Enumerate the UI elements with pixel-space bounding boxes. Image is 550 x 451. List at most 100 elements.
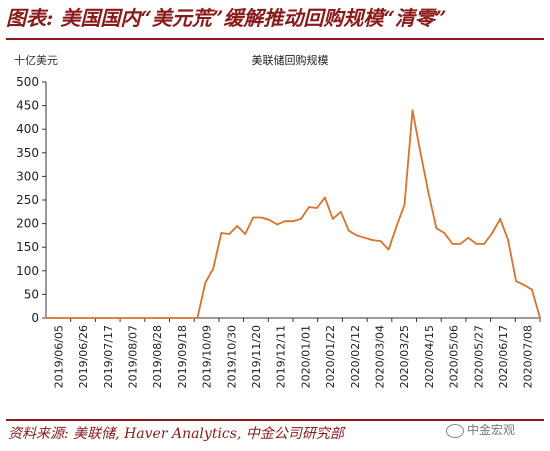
data-point [140, 317, 143, 319]
watermark-label: 中金宏观 [467, 423, 516, 437]
data-point [419, 151, 422, 154]
data-point [276, 223, 278, 226]
data-point [379, 240, 382, 243]
data-point [539, 317, 541, 319]
data-point [300, 218, 302, 220]
data-point [196, 317, 199, 319]
x-tick-label: 2020/03/04 [373, 325, 386, 388]
y-tick-label: 300 [16, 169, 39, 183]
watermark: 中金宏观 [446, 421, 515, 438]
data-point [324, 196, 326, 199]
x-tick-label: 2020/04/15 [423, 325, 436, 388]
title-divider [6, 38, 544, 40]
data-point [77, 317, 79, 319]
data-point [116, 317, 119, 319]
data-point [172, 317, 175, 319]
data-point [443, 232, 446, 234]
x-tick-label: 2020/05/06 [448, 325, 461, 388]
y-tick-label: 150 [16, 240, 39, 254]
y-tick-label: 50 [24, 287, 39, 301]
x-tick-label: 2019/12/11 [275, 325, 288, 388]
data-point [459, 243, 462, 245]
data-point [467, 236, 470, 239]
data-point [331, 218, 334, 220]
y-axis-unit-label: 十亿美元 [14, 53, 58, 67]
data-point [84, 317, 87, 319]
data-point [212, 267, 215, 270]
data-point [236, 225, 239, 227]
x-tick-label: 2019/08/07 [126, 325, 139, 388]
x-tick-label: 2019/10/30 [225, 325, 238, 388]
x-tick-label: 2019/07/17 [102, 325, 115, 388]
data-point [156, 317, 159, 319]
data-point [395, 225, 398, 227]
data-point [387, 248, 390, 251]
data-point [371, 239, 374, 242]
data-point [244, 233, 247, 235]
data-point [252, 216, 255, 219]
data-point [411, 109, 414, 112]
chart-title: 美联储回购规模 [252, 53, 329, 67]
x-tick-label: 2020/03/25 [398, 325, 411, 388]
data-point [132, 317, 135, 319]
y-tick-label: 350 [16, 146, 39, 160]
x-tick-label: 2020/01/22 [324, 325, 337, 388]
x-tick-label: 2019/10/09 [201, 325, 214, 388]
data-point [228, 233, 231, 235]
data-point [363, 236, 366, 239]
data-point [515, 280, 517, 283]
data-point [124, 317, 127, 319]
data-point [475, 243, 478, 245]
source-divider [6, 419, 544, 421]
source-note: 资料来源: 美联储, Haver Analytics, 中金公司研究部 [8, 426, 344, 442]
data-point [220, 232, 223, 234]
data-point [403, 203, 406, 206]
data-point [355, 234, 358, 237]
data-point [61, 317, 63, 319]
data-point [92, 317, 95, 319]
data-point [148, 317, 151, 319]
wechat-icon [446, 423, 464, 438]
x-tick-label: 2019/11/20 [250, 325, 263, 388]
data-point [292, 220, 294, 223]
x-tick-label: 2020/02/12 [349, 325, 362, 388]
x-tick-label: 2020/07/08 [522, 325, 535, 388]
y-tick-label: 200 [16, 217, 39, 231]
repo-volume-line-chart: 美联储回购规模 十亿美元 0 50 100 150 200 250 300 350 400 450… [14, 53, 541, 388]
data-point [180, 317, 183, 319]
y-tick-label: 450 [16, 99, 39, 113]
data-point [531, 288, 533, 291]
figure-title: 图表: 美国国内“美元荒”缓解推动回购规模“清零” [6, 6, 447, 30]
data-point [268, 218, 270, 221]
x-tick-label: 2019/08/28 [151, 325, 164, 388]
repo-series-line [46, 109, 541, 319]
x-tick-label: 2020/05/27 [472, 325, 485, 388]
y-tick-label: 400 [16, 122, 39, 136]
data-point [347, 229, 350, 232]
x-tick-label: 2020/01/01 [299, 325, 312, 388]
y-tick-label: 500 [16, 75, 39, 89]
data-point [427, 192, 430, 194]
data-point [339, 210, 342, 213]
axes: 0 50 100 150 200 250 300 350 400 450 500 2019/06/05… [16, 75, 541, 388]
y-tick-label: 0 [31, 311, 39, 325]
data-point [316, 207, 318, 209]
data-point [507, 239, 509, 242]
series-layer [45, 109, 541, 319]
data-point [499, 218, 502, 220]
data-point [108, 317, 111, 319]
data-point [260, 216, 262, 219]
x-tick-label: 2019/06/26 [77, 325, 90, 388]
data-point [204, 281, 207, 284]
x-tick-label: 2019/09/18 [176, 325, 189, 388]
y-tick-label: 100 [16, 264, 39, 278]
x-tick-label: 2020/06/17 [497, 325, 510, 388]
data-point [435, 227, 438, 230]
data-point [483, 243, 486, 245]
data-point [69, 317, 71, 319]
data-point [53, 317, 55, 319]
data-point [188, 317, 191, 319]
data-point [164, 317, 167, 319]
y-tick-label: 250 [16, 193, 39, 207]
data-point [45, 317, 47, 319]
